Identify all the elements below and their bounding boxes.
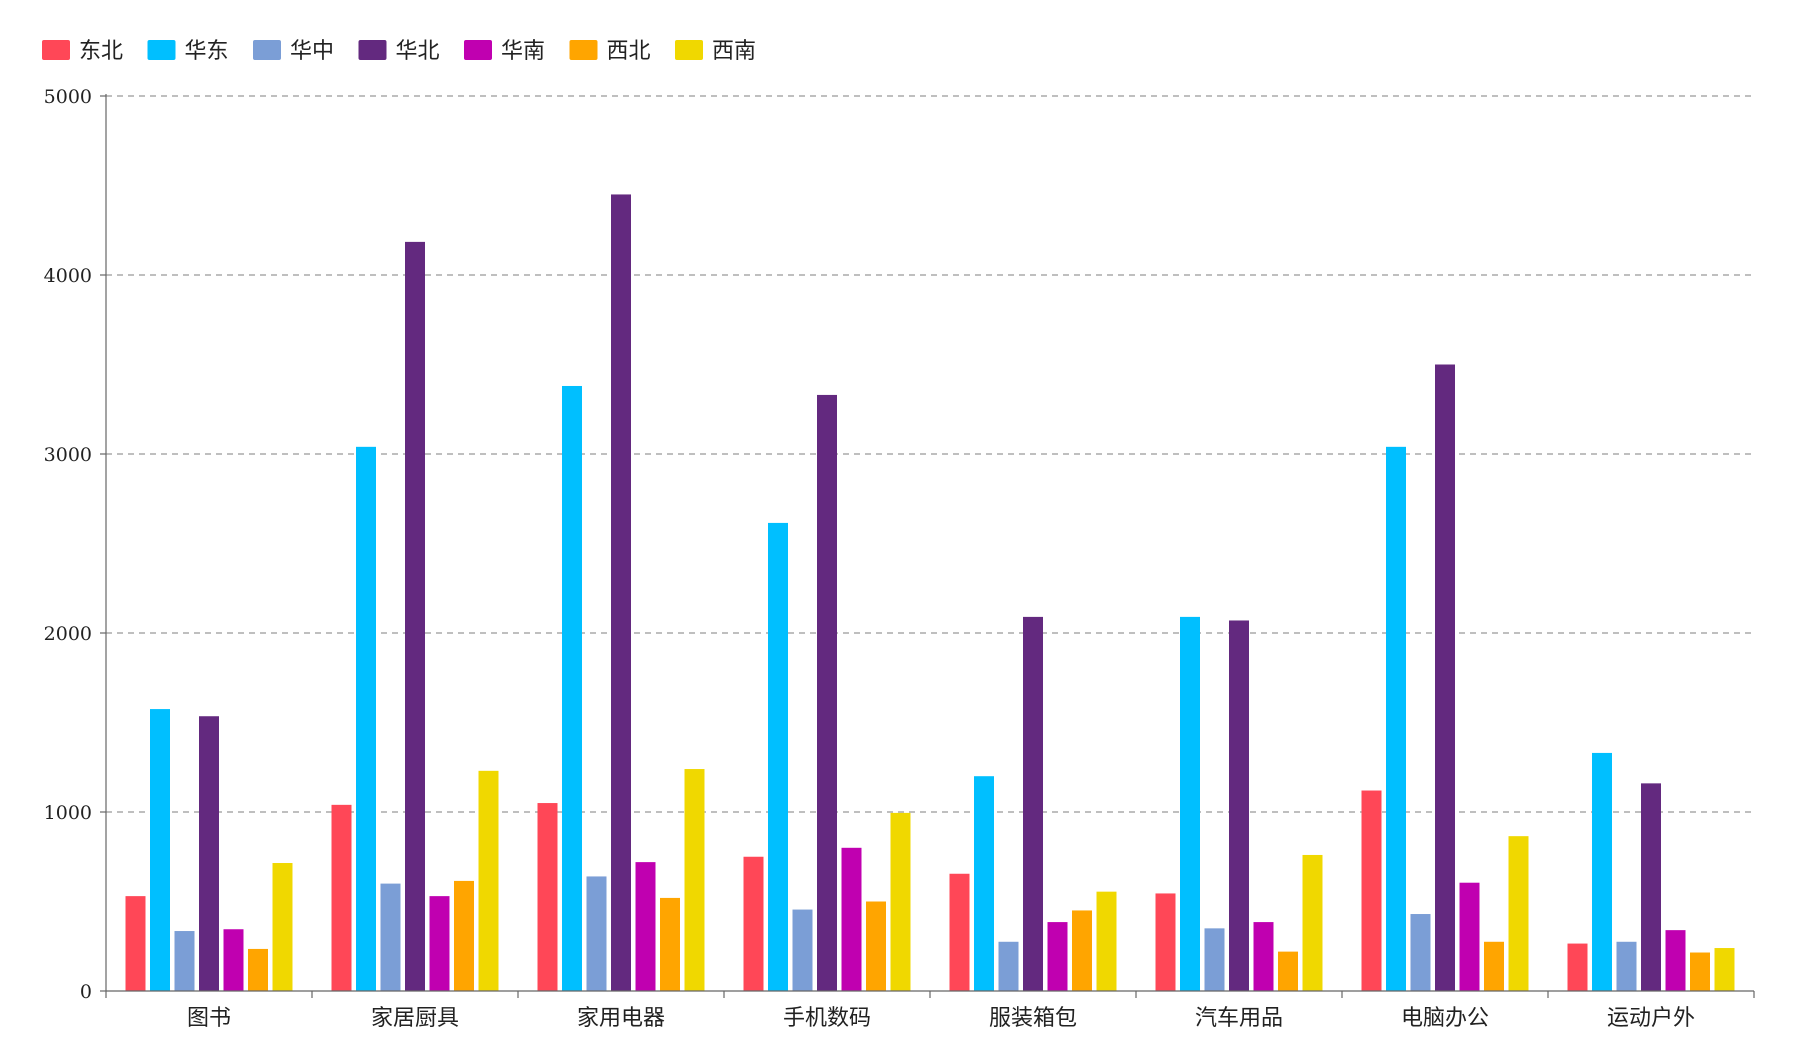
bar-西北-汽车用品[interactable]: [1278, 951, 1298, 991]
grid-lines: [106, 95, 1754, 813]
bar-华北-图书[interactable]: [199, 716, 219, 991]
bar-华北-手机数码[interactable]: [817, 394, 837, 991]
bar-西南-家用电器[interactable]: [684, 769, 705, 991]
bar-西南-服装箱包[interactable]: [1096, 891, 1117, 991]
y-tick-label: 5000: [44, 86, 92, 108]
bar-西北-手机数码[interactable]: [866, 901, 886, 992]
bars: [125, 194, 1735, 992]
bar-东北-手机数码[interactable]: [743, 856, 764, 991]
bar-西北-运动户外[interactable]: [1690, 952, 1710, 991]
bar-华中-图书[interactable]: [174, 931, 195, 991]
bar-华北-运动户外[interactable]: [1641, 783, 1661, 991]
bar-西北-图书[interactable]: [248, 948, 268, 991]
bar-华东-图书[interactable]: [150, 709, 170, 991]
legend-swatch: [464, 40, 492, 60]
bar-西南-电脑办公[interactable]: [1508, 836, 1529, 991]
legend-label: 西北: [607, 39, 651, 64]
bar-华南-图书[interactable]: [223, 929, 244, 991]
x-category-label: 家用电器: [577, 1006, 665, 1031]
legend-swatch: [569, 40, 598, 60]
bar-西南-汽车用品[interactable]: [1302, 854, 1323, 991]
bar-华北-家用电器[interactable]: [611, 194, 631, 991]
bar-东北-家居厨具[interactable]: [331, 804, 352, 991]
bar-华东-手机数码[interactable]: [768, 522, 788, 991]
bar-东北-服装箱包[interactable]: [949, 873, 970, 991]
legend-swatch: [675, 40, 703, 60]
bar-西南-图书[interactable]: [272, 863, 293, 991]
bar-东北-电脑办公[interactable]: [1361, 790, 1382, 991]
bar-华北-家居厨具[interactable]: [405, 241, 425, 991]
bar-西南-家居厨具[interactable]: [478, 770, 499, 991]
bar-华东-汽车用品[interactable]: [1180, 616, 1200, 991]
legend-label: 华东: [185, 39, 229, 64]
legend-item[interactable]: 华南: [464, 39, 545, 64]
legend-swatch: [147, 40, 176, 60]
legend-label: 西南: [712, 39, 756, 64]
bar-华北-服装箱包[interactable]: [1023, 616, 1043, 991]
legend-item[interactable]: 华中: [253, 39, 334, 64]
legend-swatch: [358, 40, 387, 60]
tick-labels: 0 1000 2000 3000 4000 5000 图书 家居厨具 家用电器 手机数码 服装箱包 汽…: [44, 86, 1695, 1031]
bar-华南-汽车用品[interactable]: [1253, 922, 1274, 991]
bar-华东-家居厨具[interactable]: [356, 446, 376, 992]
bar-西北-服装箱包[interactable]: [1072, 910, 1092, 991]
bar-华南-运动户外[interactable]: [1665, 930, 1686, 991]
legend-item[interactable]: 华东: [147, 39, 229, 64]
bar-西北-家用电器[interactable]: [660, 897, 680, 991]
bar-华中-手机数码[interactable]: [792, 909, 813, 991]
bar-华南-电脑办公[interactable]: [1459, 882, 1480, 991]
bar-东北-图书[interactable]: [125, 896, 146, 991]
bar-华东-服装箱包[interactable]: [974, 776, 994, 991]
legend-label: 华南: [501, 39, 545, 64]
bar-东北-家用电器[interactable]: [537, 803, 558, 991]
bar-华北-电脑办公[interactable]: [1435, 364, 1455, 992]
y-tick-label: 1000: [44, 802, 92, 824]
bar-华东-运动户外[interactable]: [1592, 752, 1612, 991]
y-tick-label: 2000: [44, 623, 92, 645]
y-tick-label: 0: [80, 981, 92, 1003]
bar-西南-运动户外[interactable]: [1714, 948, 1735, 991]
bar-华中-服装箱包[interactable]: [998, 941, 1019, 991]
bar-华南-手机数码[interactable]: [841, 847, 862, 991]
x-category-label: 运动户外: [1607, 1006, 1695, 1031]
bar-华中-家用电器[interactable]: [586, 876, 607, 991]
axes: [100, 94, 1755, 998]
legend[interactable]: 东北 华东 华中 华北 华南 西北 西南: [42, 39, 756, 64]
bar-华南-家居厨具[interactable]: [429, 896, 450, 991]
y-tick-label: 3000: [44, 444, 92, 466]
bar-华中-运动户外[interactable]: [1616, 941, 1637, 991]
legend-swatch: [253, 40, 281, 60]
bar-华中-家居厨具[interactable]: [380, 883, 401, 991]
x-category-label: 图书: [187, 1006, 231, 1031]
x-category-label: 手机数码: [783, 1006, 871, 1031]
bar-华中-电脑办公[interactable]: [1410, 914, 1431, 991]
x-category-label: 服装箱包: [989, 1006, 1077, 1031]
x-category-label: 家居厨具: [371, 1006, 459, 1031]
bar-华南-服装箱包[interactable]: [1047, 922, 1068, 991]
legend-label: 华中: [290, 39, 334, 64]
bar-西南-手机数码[interactable]: [890, 812, 911, 991]
legend-label: 东北: [79, 39, 123, 64]
bar-华东-家用电器[interactable]: [562, 385, 582, 992]
x-category-label: 汽车用品: [1195, 1006, 1283, 1031]
bar-华东-电脑办公[interactable]: [1386, 446, 1406, 992]
legend-swatch: [42, 40, 70, 60]
legend-item[interactable]: 华北: [358, 39, 440, 64]
bar-华南-家用电器[interactable]: [635, 862, 656, 991]
y-tick-label: 4000: [44, 265, 92, 287]
legend-label: 华北: [396, 39, 440, 64]
bar-华北-汽车用品[interactable]: [1229, 620, 1249, 991]
legend-item[interactable]: 西南: [675, 39, 756, 64]
bar-东北-运动户外[interactable]: [1567, 943, 1588, 991]
bar-西北-电脑办公[interactable]: [1484, 941, 1504, 991]
bar-西北-家居厨具[interactable]: [454, 880, 474, 991]
legend-item[interactable]: 西北: [569, 39, 651, 64]
x-category-label: 电脑办公: [1401, 1006, 1489, 1031]
bar-华中-汽车用品[interactable]: [1204, 928, 1225, 991]
bar-东北-汽车用品[interactable]: [1155, 893, 1176, 991]
legend-item[interactable]: 东北: [42, 39, 123, 64]
